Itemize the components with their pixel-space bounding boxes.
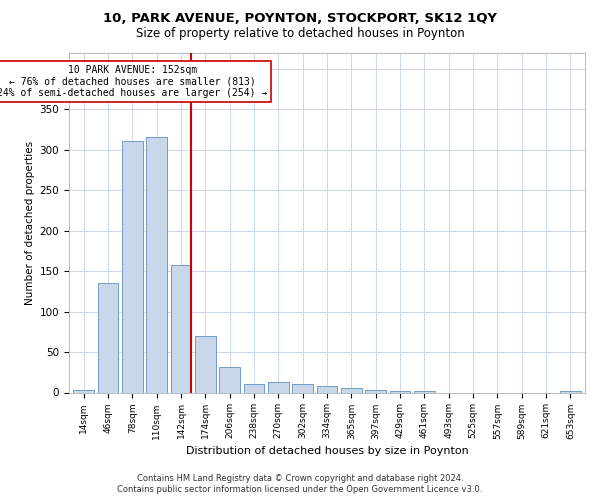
Bar [146,138,167,392]
Bar [414,391,435,392]
Bar [268,382,289,392]
Bar [98,283,118,393]
Y-axis label: Number of detached properties: Number of detached properties [25,140,35,304]
Bar [341,388,362,392]
Bar [219,366,240,392]
Bar [73,390,94,392]
Text: Contains HM Land Registry data © Crown copyright and database right 2024.
Contai: Contains HM Land Registry data © Crown c… [118,474,482,494]
Bar [365,390,386,392]
Text: 10 PARK AVENUE: 152sqm
← 76% of detached houses are smaller (813)
24% of semi-de: 10 PARK AVENUE: 152sqm ← 76% of detached… [0,64,268,98]
Bar [389,391,410,392]
Bar [170,266,191,392]
Bar [317,386,337,392]
Bar [560,391,581,392]
Bar [292,384,313,392]
Bar [195,336,215,392]
Text: Size of property relative to detached houses in Poynton: Size of property relative to detached ho… [136,28,464,40]
Bar [244,384,265,392]
Bar [122,140,143,392]
X-axis label: Distribution of detached houses by size in Poynton: Distribution of detached houses by size … [185,446,469,456]
Text: 10, PARK AVENUE, POYNTON, STOCKPORT, SK12 1QY: 10, PARK AVENUE, POYNTON, STOCKPORT, SK1… [103,12,497,24]
